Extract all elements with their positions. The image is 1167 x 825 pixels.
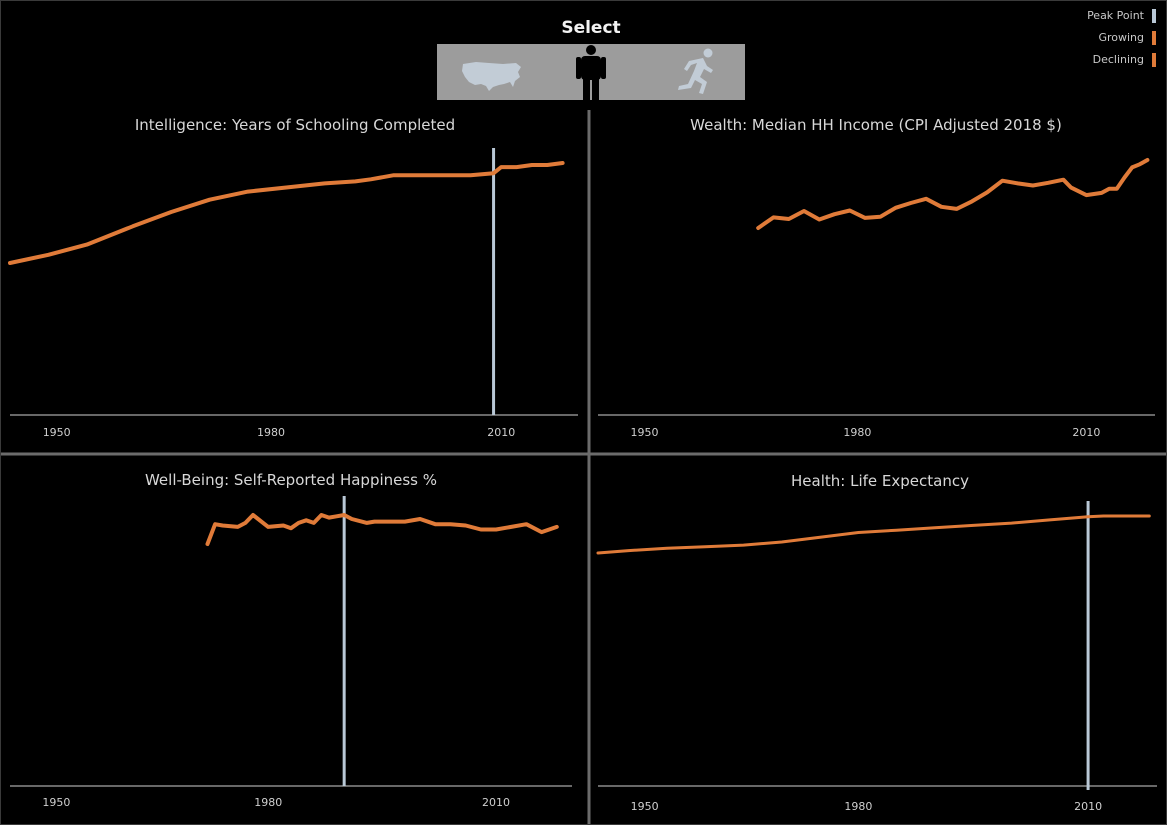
- health-chart: Health: Life Expectancy 1950 1980 2010: [596, 472, 1157, 813]
- x-tick-label: 1950: [631, 800, 659, 813]
- selector-title: Select: [561, 18, 621, 38]
- legend-label: Peak Point: [1087, 9, 1144, 22]
- x-tick-label: 1980: [843, 426, 871, 439]
- x-tick-label: 1950: [43, 426, 71, 439]
- view-selector[interactable]: [437, 44, 745, 100]
- legend-item-declining[interactable]: Declining: [1087, 52, 1156, 74]
- intelligence-series-line[interactable]: [8, 161, 565, 265]
- usa-map-icon: [462, 62, 521, 91]
- x-tick-label: 1950: [42, 796, 70, 809]
- legend-swatch: [1152, 9, 1156, 23]
- intelligence-title: Intelligence: Years of Schooling Complet…: [135, 116, 455, 134]
- wellbeing-title: Well-Being: Self-Reported Happiness %: [145, 471, 437, 489]
- legend-label: Declining: [1092, 53, 1144, 66]
- wealth-chart: Wealth: Median HH Income (CPI Adjusted 2…: [598, 116, 1155, 439]
- wellbeing-series-line[interactable]: [205, 513, 559, 546]
- health-title: Health: Life Expectancy: [791, 472, 969, 490]
- legend-item-peak[interactable]: Peak Point: [1087, 8, 1156, 30]
- x-tick-label: 1980: [844, 800, 872, 813]
- x-tick-label: 2010: [1074, 800, 1102, 813]
- wealth-title: Wealth: Median HH Income (CPI Adjusted 2…: [690, 116, 1062, 134]
- legend: Peak Point Growing Declining: [1087, 8, 1156, 74]
- legend-item-growing[interactable]: Growing: [1087, 30, 1156, 52]
- legend-swatch: [1152, 31, 1156, 45]
- usa-view-button[interactable]: [441, 44, 541, 100]
- wealth-series-line[interactable]: [756, 158, 1150, 230]
- x-tick-label: 1980: [254, 796, 282, 809]
- person-view-button[interactable]: [541, 44, 641, 100]
- wellbeing-chart: Well-Being: Self-Reported Happiness % 195…: [10, 471, 572, 809]
- x-tick-label: 2010: [1072, 426, 1100, 439]
- legend-swatch: [1152, 53, 1156, 67]
- intelligence-chart: Intelligence: Years of Schooling Complet…: [8, 116, 578, 439]
- x-tick-label: 2010: [487, 426, 515, 439]
- person-icon: [576, 45, 606, 100]
- x-tick-label: 1950: [631, 426, 659, 439]
- legend-label: Growing: [1098, 31, 1144, 44]
- x-tick-label: 2010: [482, 796, 510, 809]
- activity-view-button[interactable]: [641, 44, 741, 100]
- runner-icon: [678, 48, 713, 94]
- x-tick-label: 1980: [257, 426, 285, 439]
- health-series-line[interactable]: [596, 514, 1151, 555]
